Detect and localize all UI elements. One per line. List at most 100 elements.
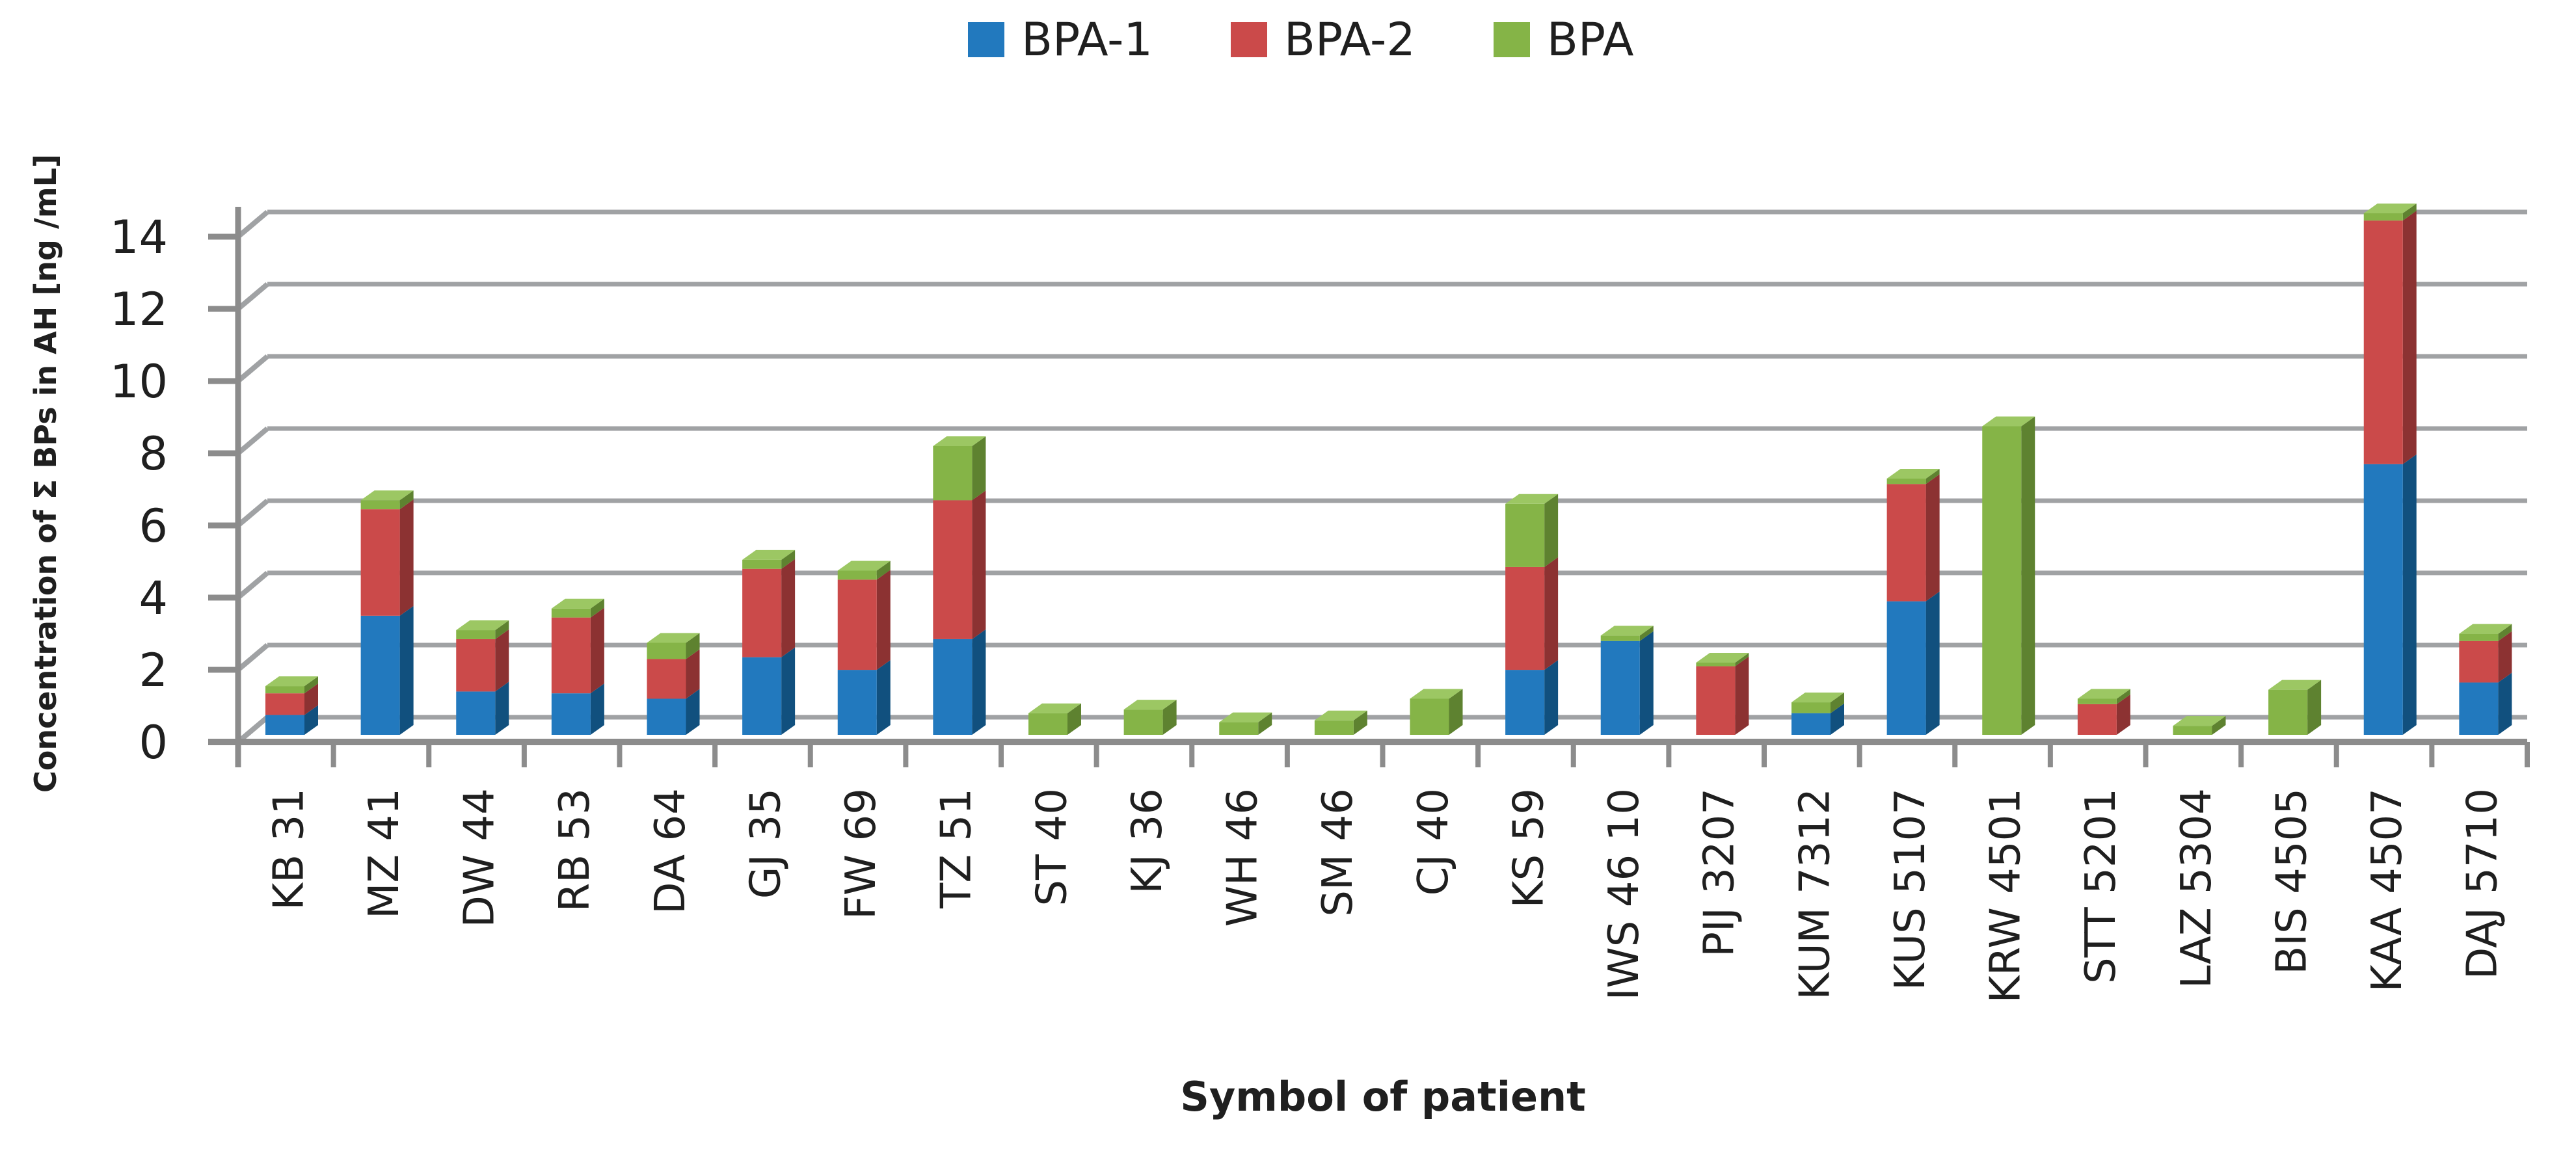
y-tick-label: 10 <box>110 355 168 408</box>
bar-segment <box>2459 641 2499 683</box>
bar-segment-side <box>1258 712 1272 735</box>
x-category-label: WH 46 <box>1219 788 1267 927</box>
bar-segment-side <box>304 705 318 735</box>
x-category-label: MZ 41 <box>360 788 409 919</box>
y-tick-label: 2 <box>139 644 168 697</box>
bar-segment-side <box>876 561 891 580</box>
bar-segment <box>2268 689 2308 735</box>
x-category-label: PIJ 3207 <box>1696 788 1744 957</box>
bar <box>647 633 700 735</box>
bar-segment <box>360 615 400 735</box>
bar-segment <box>1696 663 1736 667</box>
bar-segment-side <box>590 598 604 618</box>
bar-top-face <box>1505 494 1559 504</box>
bar-segment <box>1791 713 1831 735</box>
bar-segment-side <box>2212 716 2226 735</box>
bar-segment <box>2173 726 2212 735</box>
bar-segment-side <box>876 660 891 735</box>
bar-segment-side <box>1735 653 1749 667</box>
y-tick-label: 4 <box>139 572 168 625</box>
bar-top-face <box>1410 689 1463 699</box>
bar <box>1028 703 1081 735</box>
bar-segment <box>647 698 686 735</box>
bar-segment-side <box>972 490 986 639</box>
bar <box>2363 204 2417 735</box>
bar-segment <box>2363 213 2403 221</box>
bar-top-face <box>1314 710 1367 721</box>
gridline-depth <box>236 570 269 600</box>
gridlines <box>208 209 2527 745</box>
bar-segment <box>265 686 304 694</box>
bar-segment <box>2459 633 2499 641</box>
bar-segment <box>360 509 400 616</box>
legend-label: BPA-1 <box>1021 13 1153 66</box>
bar-segment-side <box>399 605 414 735</box>
bar <box>1791 693 1844 735</box>
bar-segment <box>2363 464 2403 735</box>
bar <box>1314 710 1367 735</box>
bar-segment-side <box>972 629 986 735</box>
bar-segment-side <box>1831 703 1844 735</box>
bar-segment-side <box>399 499 414 616</box>
bar-segment-side <box>590 683 604 735</box>
legend-item: BPA <box>1493 17 1633 62</box>
bar <box>1982 416 2035 735</box>
x-category-label: SM 46 <box>1314 788 1362 917</box>
bar-segment-side <box>2307 680 2322 735</box>
bar-top-face <box>2363 204 2417 214</box>
legend: BPA-1 BPA-2 BPA <box>968 17 1633 62</box>
bar-top-face <box>2268 680 2322 690</box>
y-tick-label: 12 <box>110 283 168 336</box>
bar-segment <box>456 630 496 639</box>
gridline-depth <box>236 498 269 528</box>
bar-segment-side <box>781 647 796 735</box>
bar-segment <box>1219 722 1259 735</box>
bar-segment-side <box>2116 694 2130 735</box>
bar-segment <box>647 642 686 659</box>
bar <box>1886 468 1940 735</box>
legend-label: BPA-2 <box>1283 13 1415 66</box>
bar-segment-side <box>1639 631 1654 735</box>
bar-segment-side <box>1735 656 1749 735</box>
gridline-depth <box>236 354 269 384</box>
x-category-label: BIS 4505 <box>2268 788 2316 975</box>
bar-segment <box>933 500 973 639</box>
bar-segment <box>551 693 591 735</box>
bar-segment-side <box>590 607 604 694</box>
bar-top-face <box>837 561 891 571</box>
bar-segment-side <box>2402 204 2417 221</box>
bar-segment <box>551 608 591 618</box>
gridline-depth <box>236 642 269 672</box>
axis-labels: 0 2 4 6 8 10 12 14 KB 31 MZ 41 DW 44 RB 53 DA 64 GJ 3… <box>110 211 2507 1003</box>
bar-top-face <box>933 436 986 446</box>
bar-segment-side <box>304 676 318 694</box>
y-axis-title: Concentration of Σ BPs in AH [ng /mL] <box>28 154 63 793</box>
x-axis-title: Symbol of patient <box>1180 1073 1586 1120</box>
bar <box>360 490 414 735</box>
bar <box>1505 494 1559 735</box>
bar-segment <box>837 570 877 580</box>
legend-item: BPA-1 <box>968 17 1153 62</box>
bar-top-face <box>1123 700 1177 710</box>
bar <box>2459 624 2512 735</box>
bar <box>1600 626 1654 735</box>
bar-segment-side <box>1544 660 1559 735</box>
bar-segment <box>456 639 496 692</box>
x-category-label: FW 69 <box>837 788 885 919</box>
bar-segment-side <box>2498 624 2512 641</box>
bar <box>933 436 986 735</box>
bar-top-face <box>1791 693 1844 703</box>
bar-segment-side <box>2116 689 2130 704</box>
bar-top-face <box>1028 703 1081 713</box>
bar-segment-side <box>1162 700 1177 735</box>
bar-segment-side <box>495 629 509 692</box>
x-category-label: STT 5201 <box>2077 788 2125 984</box>
bar-segment-side <box>781 549 796 569</box>
bar-segment-side <box>781 559 796 657</box>
bar-segment-side <box>2402 454 2417 735</box>
gridline-depth <box>236 282 269 311</box>
y-tick-label: 6 <box>139 499 168 553</box>
legend-swatch-icon <box>1493 22 1530 57</box>
bar-segment-side <box>972 436 986 501</box>
